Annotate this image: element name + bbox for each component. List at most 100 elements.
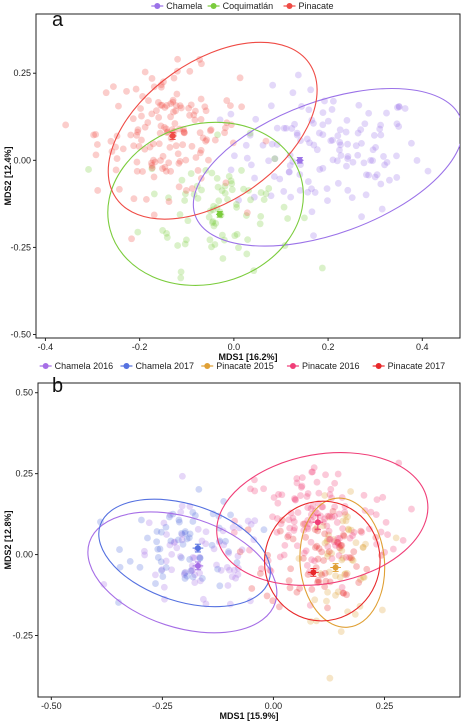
scatter-point — [296, 186, 304, 194]
scatter-point — [293, 131, 301, 139]
scatter-point — [218, 231, 226, 239]
scatter-point — [90, 131, 98, 139]
scatter-point — [311, 557, 318, 565]
scatter-point — [293, 588, 301, 596]
scatter-point — [150, 173, 158, 181]
scatter-point — [273, 528, 281, 536]
centroid-point — [310, 569, 317, 576]
legend-label: Coquimatlán — [223, 1, 274, 11]
scatter-point — [276, 175, 284, 183]
scatter-point — [326, 674, 334, 682]
scatter-point — [163, 234, 171, 241]
scatter-point — [134, 228, 142, 236]
scatter-point — [332, 591, 339, 599]
scatter-point — [196, 577, 204, 585]
scatter-point — [318, 503, 326, 511]
scatter-point — [238, 546, 246, 554]
y-tick-label: 0.50 — [15, 388, 33, 398]
scatter-point — [243, 250, 251, 258]
scatter-point — [130, 142, 138, 150]
scatter-point — [214, 131, 221, 139]
scatter-point — [384, 531, 391, 539]
scatter-point — [343, 591, 350, 599]
scatter-point — [308, 586, 316, 593]
scatter-point — [228, 186, 236, 194]
scatter-point — [260, 526, 268, 534]
scatter-point — [354, 129, 362, 137]
scatter-point — [303, 562, 311, 569]
scatter-point — [325, 568, 333, 576]
scatter-point — [179, 141, 187, 149]
scatter-point — [324, 197, 331, 205]
scatter-point — [217, 566, 225, 574]
scatter-point — [342, 517, 350, 525]
scatter-point — [153, 528, 161, 535]
scatter-point — [257, 565, 265, 573]
scatter-point — [297, 492, 304, 499]
scatter-point — [158, 101, 166, 109]
scatter-point — [332, 541, 339, 549]
scatter-point — [276, 527, 284, 535]
scatter-point — [206, 236, 214, 244]
scatter-point — [358, 528, 366, 536]
scatter-point — [304, 178, 312, 185]
scatter-point — [313, 146, 321, 154]
scatter-point — [326, 536, 334, 543]
scatter-point — [293, 129, 301, 137]
scatter-point — [244, 236, 252, 244]
scatter-point — [185, 534, 193, 542]
scatter-point — [334, 539, 342, 546]
scatter-point — [330, 536, 338, 543]
scatter-point — [176, 157, 184, 165]
scatter-point — [215, 197, 223, 205]
confidence-ellipse — [87, 511, 278, 634]
scatter-point — [348, 194, 356, 202]
scatter-point — [278, 491, 286, 499]
scatter-point — [336, 138, 344, 146]
scatter-point — [251, 476, 258, 484]
scatter-point — [340, 590, 348, 597]
scatter-point — [150, 190, 158, 198]
scatter-point — [174, 55, 181, 63]
scatter-point — [244, 526, 252, 534]
scatter-point — [182, 187, 190, 194]
scatter-point — [369, 157, 377, 165]
scatter-point — [159, 152, 167, 160]
scatter-point — [213, 174, 221, 182]
scatter-point — [115, 102, 122, 110]
scatter-point — [227, 177, 235, 185]
scatter-point — [154, 98, 162, 106]
scatter-point — [276, 603, 283, 611]
scatter-point — [172, 142, 180, 150]
scatter-point — [343, 570, 351, 577]
scatter-point — [341, 570, 349, 578]
scatter-point — [302, 533, 310, 541]
scatter-point — [343, 116, 351, 124]
scatter-point — [250, 536, 258, 544]
scatter-point — [408, 505, 415, 513]
scatter-point — [365, 109, 373, 117]
scatter-point — [157, 558, 165, 566]
scatter-point — [151, 158, 159, 166]
scatter-point — [378, 606, 386, 614]
scatter-point — [315, 545, 323, 552]
scatter-point — [383, 158, 391, 166]
scatter-point — [304, 188, 312, 196]
scatter-point — [123, 87, 130, 95]
scatter-point — [352, 142, 360, 150]
scatter-point — [187, 567, 195, 575]
scatter-point — [210, 545, 218, 553]
legend-label: Chamela 2017 — [135, 361, 194, 371]
scatter-point — [225, 549, 232, 557]
scatter-point — [180, 128, 188, 136]
scatter-point — [220, 541, 228, 549]
scatter-point — [142, 195, 150, 203]
scatter-point — [257, 212, 265, 220]
scatter-point — [322, 577, 330, 585]
scatter-point — [110, 83, 117, 90]
scatter-point — [247, 196, 254, 204]
scatter-point — [116, 546, 123, 553]
scatter-point — [347, 554, 355, 562]
scatter-point — [150, 156, 157, 164]
scatter-point — [202, 107, 210, 115]
